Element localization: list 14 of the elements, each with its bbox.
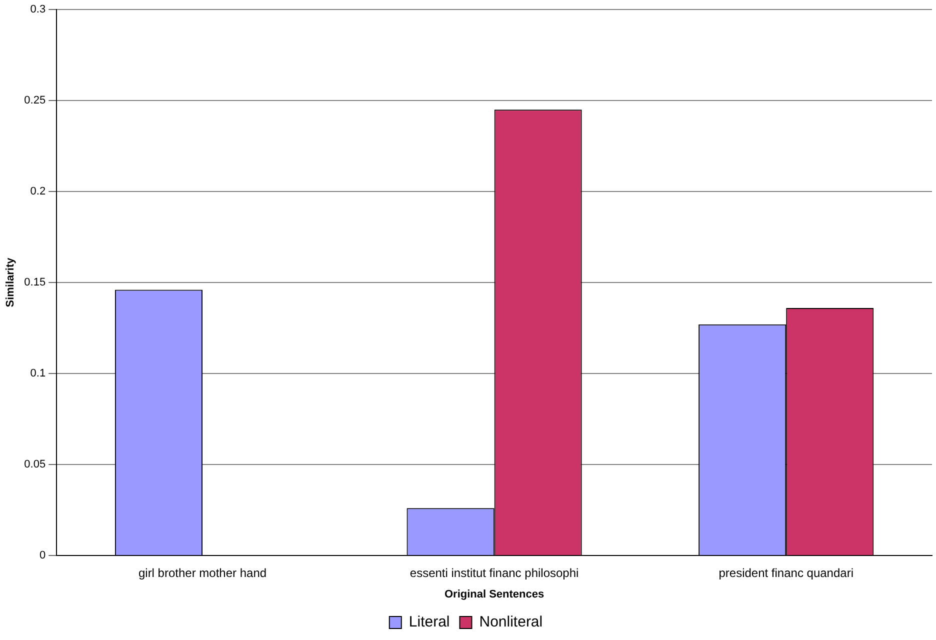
y-tick-label: 0.05 bbox=[24, 458, 46, 470]
x-axis-title: Original Sentences bbox=[444, 588, 544, 600]
x-tick-label: essenti institut financ philosophi bbox=[410, 566, 579, 580]
y-tick-label: 0.15 bbox=[24, 276, 46, 289]
y-tick-label: 0.2 bbox=[30, 186, 46, 198]
x-tick-label: president financ quandari bbox=[718, 566, 854, 580]
legend-label: Literal bbox=[408, 614, 450, 631]
y-tick-label: 0.25 bbox=[24, 94, 46, 107]
y-tick-label: 0.3 bbox=[30, 4, 46, 16]
y-tick-label: 0.1 bbox=[30, 368, 46, 380]
y-axis-title: Similarity bbox=[4, 256, 17, 308]
y-tick-label: 0 bbox=[39, 549, 46, 562]
legend-label: Nonliteral bbox=[479, 614, 543, 631]
x-tick-label: girl brother mother hand bbox=[138, 566, 267, 580]
